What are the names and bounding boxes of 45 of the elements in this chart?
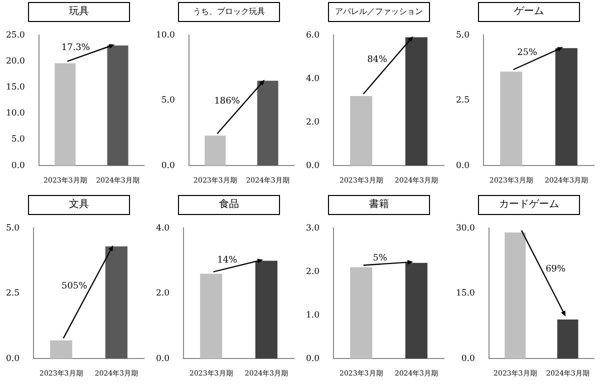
y-tick-label: 5.0: [6, 223, 20, 234]
y-tick-label: 30.0: [456, 223, 475, 234]
y-tick-label: 2.0: [156, 288, 170, 299]
annotation: 69%: [546, 264, 566, 274]
y-tick-label: 3.0: [306, 223, 320, 234]
chart-title: 書籍: [328, 195, 430, 215]
annotation: 5%: [372, 253, 388, 264]
y-tick-label: 5.0: [11, 134, 25, 145]
y-tick-label: 0.0: [6, 354, 20, 364]
chart-title: 文具: [28, 195, 130, 215]
y-tick-label: 5.0: [456, 30, 470, 40]
y-tick-label: 4.0: [156, 223, 170, 234]
y-tick-label: 0.0: [461, 354, 475, 364]
y-tick-label: 15.0: [456, 288, 475, 299]
y-tick-label: 2.0: [306, 266, 320, 277]
annotation: 17.3%: [61, 42, 90, 53]
y-tick-label: 15.0: [6, 82, 25, 93]
annotation: 186%: [214, 96, 240, 107]
y-tick-label: 0.0: [161, 160, 175, 171]
y-tick-label: 25.0: [6, 30, 25, 40]
y-tick-label: 0.0: [156, 354, 170, 364]
y-tick-label: 5.0: [161, 96, 175, 106]
chart-title: うち、ブロック玩具: [178, 2, 280, 22]
annotation: 25%: [517, 48, 538, 58]
y-tick-label: 0.0: [306, 160, 320, 171]
y-tick-label: 2.5: [6, 288, 20, 299]
y-tick-label: 10.0: [6, 108, 25, 119]
y-tick-label: 0.0: [306, 354, 320, 364]
chart-title: 食品: [178, 195, 280, 215]
annotation: 505%: [61, 282, 88, 292]
chart-title: カードゲーム: [478, 195, 580, 215]
annotation: 14%: [217, 256, 238, 266]
y-tick-label: 0.0: [456, 160, 470, 171]
y-tick-label: 1.0: [306, 310, 320, 320]
y-tick-label: 2.5: [456, 96, 470, 106]
y-tick-label: 10.0: [156, 30, 175, 40]
annotation: 84%: [367, 54, 388, 65]
chart-title: アパレル／ファッション: [328, 2, 430, 22]
chart-title: 玩具: [28, 2, 130, 22]
y-tick-label: 4.0: [306, 74, 320, 84]
y-tick-label: 20.0: [6, 56, 25, 66]
y-tick-label: 2.0: [306, 117, 320, 128]
y-tick-label: 6.0: [306, 30, 320, 40]
y-tick-label: 0.0: [11, 160, 25, 171]
chart-title: ゲーム: [478, 2, 580, 22]
